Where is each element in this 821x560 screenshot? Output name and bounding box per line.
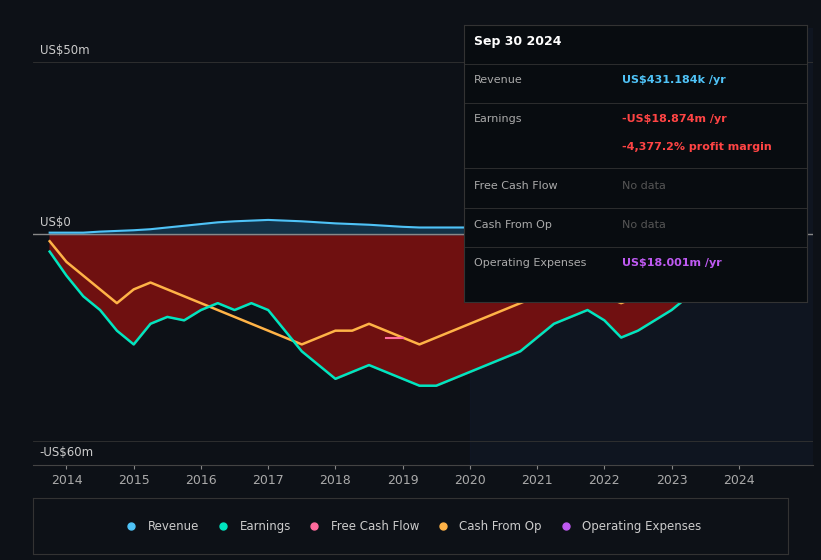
Text: -4,377.2% profit margin: -4,377.2% profit margin [621,142,772,152]
Text: Sep 30 2024: Sep 30 2024 [475,35,562,48]
Bar [470,28,813,465]
Text: No data: No data [621,181,666,191]
Text: -US$60m: -US$60m [39,446,94,459]
Text: Revenue: Revenue [475,76,523,86]
Text: -US$18.874m /yr: -US$18.874m /yr [621,114,727,124]
Text: Free Cash Flow: Free Cash Flow [475,181,557,191]
Text: Operating Expenses: Operating Expenses [475,258,586,268]
Text: Cash From Op: Cash From Op [475,220,552,230]
Legend: Revenue, Earnings, Free Cash Flow, Cash From Op, Operating Expenses: Revenue, Earnings, Free Cash Flow, Cash … [115,515,706,538]
Text: US$50m: US$50m [39,44,89,57]
Text: US$0: US$0 [39,216,71,229]
Text: US$431.184k /yr: US$431.184k /yr [621,76,726,86]
Text: No data: No data [621,220,666,230]
Text: US$18.001m /yr: US$18.001m /yr [621,258,722,268]
Text: Earnings: Earnings [475,114,523,124]
